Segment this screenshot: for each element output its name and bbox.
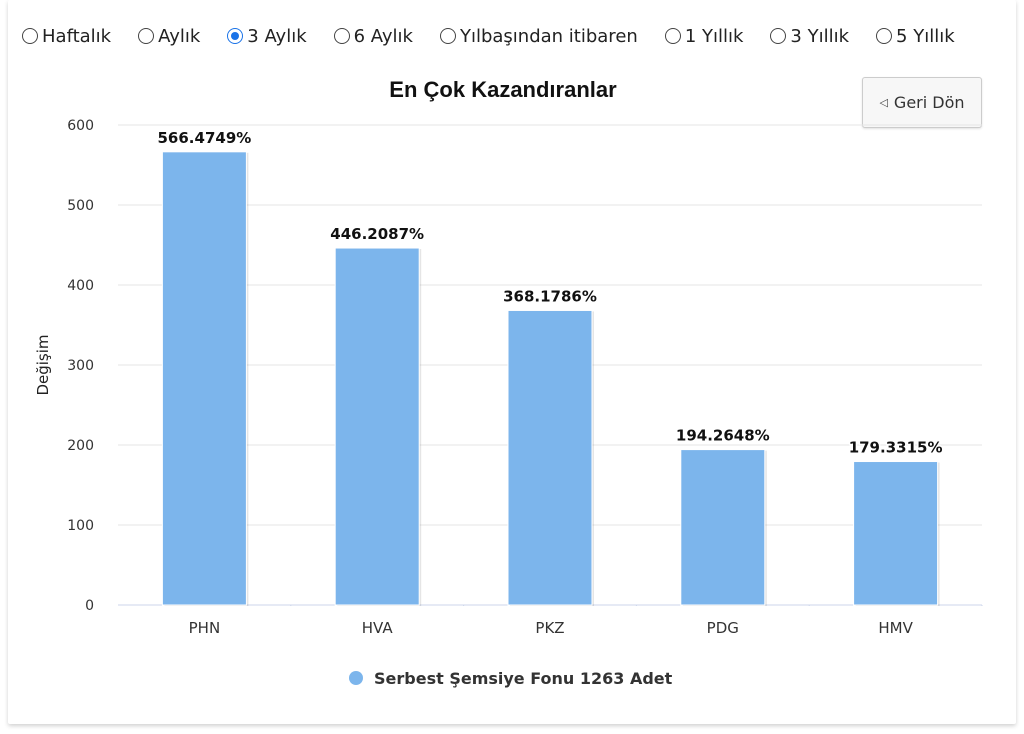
data-label: 566.4749% [158, 129, 252, 147]
data-label: 446.2087% [330, 225, 424, 243]
x-category-label: PHN [189, 619, 221, 637]
y-axis-ticks: 0 100 200 300 400 500 600 [67, 118, 94, 614]
period-option-label: 3 Aylık [247, 25, 307, 47]
bar[interactable] [507, 309, 593, 606]
legend-label[interactable]: Serbest Şemsiye Fonu 1263 Adet [374, 669, 673, 688]
radio-checked-icon[interactable] [227, 28, 244, 44]
bar[interactable] [680, 449, 766, 606]
data-label: 179.3315% [849, 439, 943, 457]
x-category-label: PDG [707, 619, 739, 637]
x-category-label: HMV [878, 619, 913, 637]
data-label: 194.2648% [676, 427, 770, 445]
y-tick-label: 300 [67, 358, 94, 374]
period-option-label: Aylık [158, 25, 201, 47]
bar[interactable] [161, 151, 247, 606]
period-option-label: 1 Yıllık [684, 25, 744, 47]
period-option[interactable]: Haftalık [22, 26, 111, 47]
period-option-label: 6 Aylık [353, 25, 413, 47]
period-selector: Haftalık Aylık 3 Aylık 6 Aylık Yılbaşından i… [22, 22, 955, 50]
radio-unchecked-icon[interactable] [22, 28, 38, 44]
period-option[interactable]: 6 Aylık [333, 25, 413, 47]
y-tick-label: 200 [67, 438, 94, 454]
back-button-label: Geri Dön [893, 93, 965, 112]
radio-unchecked-icon[interactable] [439, 28, 456, 44]
radio-unchecked-icon[interactable] [138, 28, 155, 44]
data-label: 368.1786% [503, 287, 597, 305]
y-tick-label: 0 [85, 598, 94, 614]
period-option[interactable]: Aylık [138, 26, 200, 47]
bar[interactable] [334, 247, 420, 606]
radio-unchecked-icon[interactable] [333, 28, 350, 44]
period-option[interactable]: 1 Yıllık [664, 25, 744, 47]
legend[interactable]: Serbest Şemsiye Fonu 1263 Adet [349, 669, 673, 688]
x-category-label: HVA [362, 619, 394, 637]
period-option-label: Haftalık [42, 25, 112, 47]
period-option-label: Yılbaşından itibaren [459, 25, 638, 47]
y-tick-label: 400 [67, 278, 94, 294]
period-option-label: 5 Yıllık [896, 25, 955, 47]
y-tick-label: 600 [67, 118, 94, 134]
radio-unchecked-icon[interactable] [770, 28, 787, 44]
radio-unchecked-icon[interactable] [664, 28, 681, 44]
bar[interactable] [853, 461, 939, 606]
x-category-label: PKZ [535, 619, 564, 637]
period-option-label: 3 Yıllık [790, 25, 850, 47]
period-option[interactable]: 5 Yıllık [876, 26, 955, 47]
period-option[interactable]: 3 Aylık [227, 25, 307, 47]
triangle-left-icon: ◁ [879, 96, 888, 109]
legend-marker[interactable] [349, 671, 363, 685]
chart-title: En Çok Kazandıranlar [389, 77, 617, 102]
y-axis-title: Değişim [34, 334, 52, 395]
back-button[interactable]: ◁ Geri Dön [862, 77, 982, 128]
period-option[interactable]: 3 Yıllık [770, 26, 849, 47]
y-tick-label: 100 [67, 518, 94, 534]
x-axis-categories: PHN HVA PKZ PDG HMV [189, 605, 983, 637]
period-option[interactable]: Yılbaşından itibaren [439, 25, 638, 47]
bar-series: 566.4749% 446.2087% 368.1786% 194.2648% 179.… [156, 127, 944, 607]
y-tick-label: 500 [67, 198, 94, 214]
radio-unchecked-icon[interactable] [876, 28, 893, 44]
